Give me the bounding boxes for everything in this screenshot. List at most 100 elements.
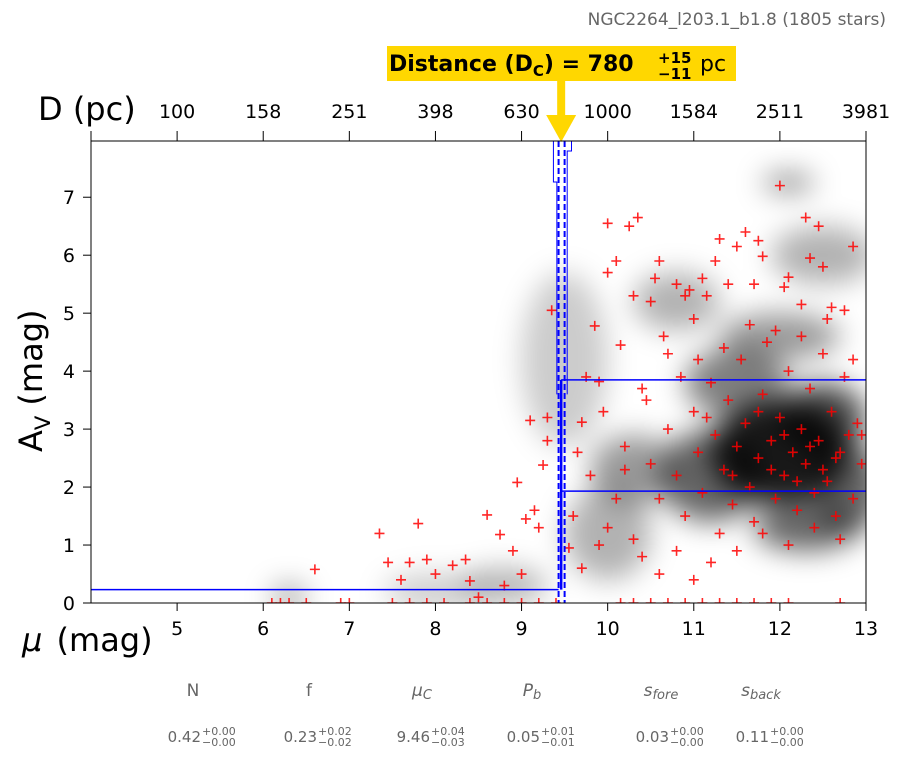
star-point: [796, 424, 807, 435]
parameter-value: 0.05: [507, 728, 540, 746]
star-point: [525, 415, 536, 426]
star-point: [396, 574, 406, 585]
top-tick-label: 1584: [670, 101, 718, 123]
star-point: [680, 290, 691, 301]
star-point: [533, 522, 544, 533]
star-point: [576, 563, 587, 574]
star-point: [813, 221, 824, 232]
star-point: [749, 516, 760, 527]
star-point: [852, 418, 863, 429]
top-tick-label: 100: [159, 101, 195, 123]
star-point: [533, 598, 544, 603]
star-point: [744, 319, 755, 330]
x-tick-label: 11: [682, 618, 706, 640]
star-point: [809, 522, 820, 533]
star-point: [460, 554, 471, 565]
star-point: [753, 453, 764, 464]
star-point: [783, 366, 794, 377]
star-point: [710, 429, 721, 440]
star-point: [761, 337, 772, 348]
top-axis-label: D (pc): [38, 90, 136, 128]
star-point: [680, 511, 691, 522]
star-point: [512, 477, 523, 488]
star-point: [662, 348, 673, 359]
star-point: [421, 554, 432, 565]
star-point: [654, 493, 665, 504]
parameter-plus: +0.00: [770, 725, 804, 738]
star-point: [718, 342, 729, 353]
y-tick-label: 0: [63, 593, 75, 615]
star-point: [766, 598, 777, 603]
star-point: [848, 493, 859, 504]
star-point: [641, 395, 652, 406]
star-point: [839, 305, 850, 316]
star-point: [805, 253, 816, 264]
density-blob: [383, 574, 488, 603]
star-point: [783, 598, 794, 603]
parameter-plus: +0.01: [541, 725, 575, 738]
star-point: [766, 435, 777, 446]
star-point: [344, 598, 355, 603]
star-point: [779, 429, 790, 440]
parameter-minus: −0.00: [202, 736, 236, 749]
parameter-name: f: [306, 681, 313, 701]
x-tick-label: 6: [257, 618, 269, 640]
star-point: [856, 458, 866, 469]
y-tick-label: 6: [63, 245, 75, 267]
star-point: [645, 598, 656, 603]
star-point: [619, 441, 630, 452]
star-point: [632, 212, 643, 223]
star-point: [749, 598, 760, 603]
density-map: [271, 174, 866, 603]
arrow-shaft: [557, 81, 566, 115]
x-tick-label: 9: [516, 618, 528, 640]
star-point: [757, 251, 768, 262]
y-tick-label: 3: [63, 419, 75, 441]
star-point: [714, 233, 725, 244]
y-tick-label: 7: [63, 187, 75, 209]
annotation-unit: pc: [700, 52, 726, 77]
star-point: [628, 290, 639, 301]
density-blob: [633, 272, 720, 331]
star-point: [430, 569, 441, 580]
star-point: [275, 598, 286, 603]
star-point: [817, 464, 828, 475]
star-point: [404, 557, 415, 568]
star-point: [774, 412, 785, 423]
y-tick-label: 1: [63, 535, 75, 557]
star-point: [516, 598, 527, 603]
star-point: [731, 241, 742, 252]
parameter-value: 0.42: [168, 728, 201, 746]
star-point: [688, 574, 699, 585]
star-point: [787, 447, 798, 458]
star-point: [779, 282, 790, 293]
star-point: [654, 569, 665, 580]
star-point: [473, 592, 484, 603]
star-point: [529, 505, 540, 516]
star-point: [835, 447, 846, 458]
star-point: [714, 528, 725, 539]
star-point: [516, 569, 527, 580]
star-point: [413, 518, 424, 529]
star-point: [736, 354, 747, 365]
parameter-minus: −0.03: [431, 736, 465, 749]
parameter-value: 0.23: [284, 728, 317, 746]
star-point: [662, 424, 673, 435]
star-point: [387, 598, 398, 603]
star-point: [796, 299, 807, 310]
x-tick-label: 12: [768, 618, 792, 640]
x-tick-label: 7: [343, 618, 355, 640]
y-axis-label-main: A: [12, 430, 50, 452]
star-point: [830, 511, 841, 522]
top-tick-label: 158: [245, 101, 281, 123]
star-point: [658, 331, 669, 342]
star-point: [594, 376, 605, 387]
top-tick-label: 398: [417, 101, 453, 123]
star-point: [800, 458, 811, 469]
annotation-value: ) = 780: [544, 52, 634, 77]
parameter-plus: +0.04: [431, 725, 465, 738]
extinction-model: [91, 141, 866, 603]
parameter-value: 0.03: [636, 728, 669, 746]
